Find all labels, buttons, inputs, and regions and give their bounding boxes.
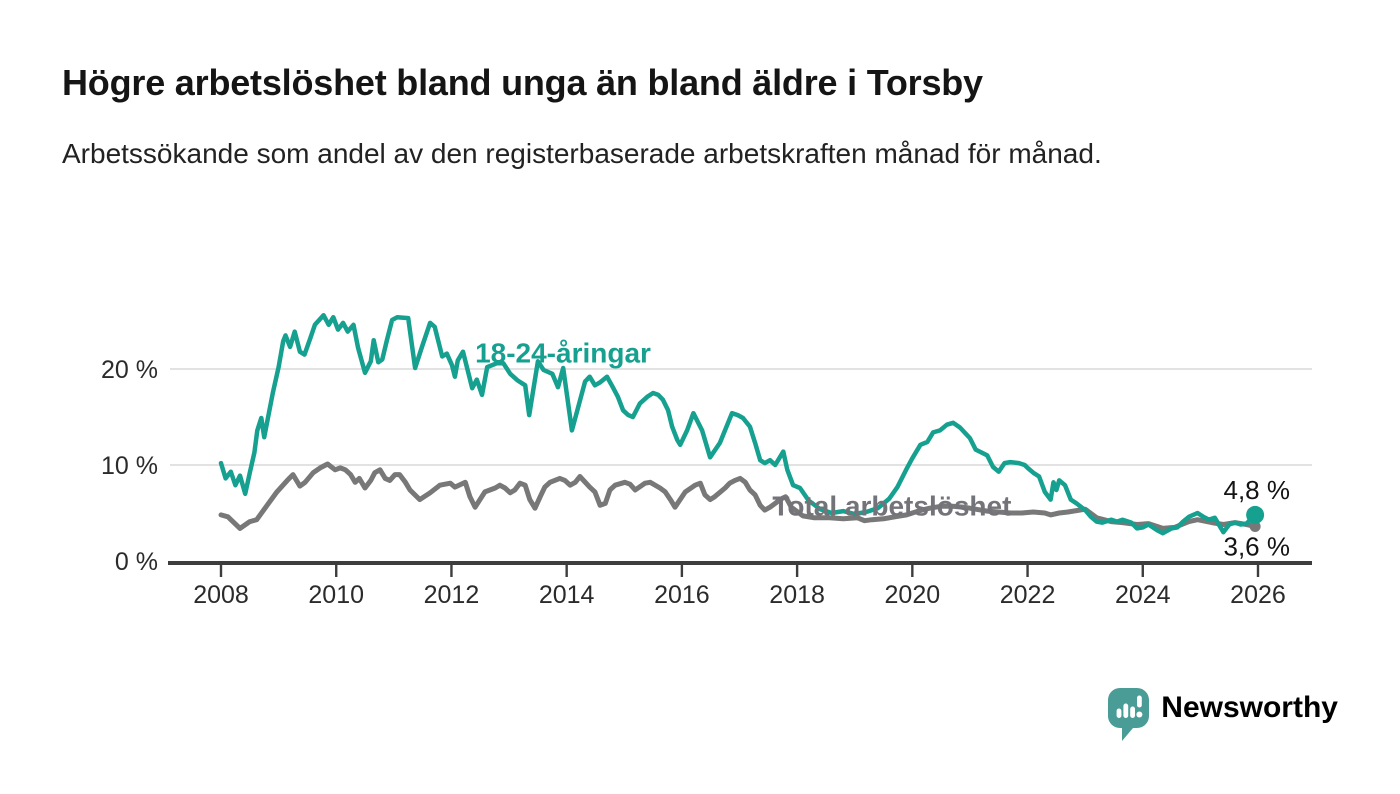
chart-header: Högre arbetslöshet bland unga än bland ä… — [62, 60, 1352, 173]
end-value-label: 4,8 % — [1224, 475, 1291, 505]
series-line — [218, 312, 1258, 536]
y-tick-label: 0 % — [115, 548, 158, 576]
y-tick-label: 20 % — [101, 356, 158, 384]
series-label: Total arbetslöshet — [772, 490, 1011, 521]
x-tick-label: 2020 — [885, 581, 941, 609]
page-subtitle: Arbetssökande som andel av den registerb… — [62, 138, 1102, 169]
x-tick-label: 2010 — [308, 581, 364, 609]
end-value-label: 3,6 % — [1224, 531, 1291, 561]
x-tick-label: 2024 — [1115, 581, 1171, 609]
newsworthy-logo: Newsworthy — [1108, 688, 1338, 741]
x-tick-label: 2026 — [1230, 581, 1286, 609]
x-tick-label: 2022 — [1000, 581, 1056, 609]
series-line — [218, 461, 1258, 531]
series-end-dot — [1249, 520, 1261, 532]
newsworthy-bubble-chart-icon — [1108, 688, 1150, 741]
x-tick-label: 2012 — [424, 581, 480, 609]
y-tick-label: 10 % — [101, 452, 158, 480]
x-tick-label: 2014 — [539, 581, 595, 609]
page-title: Högre arbetslöshet bland unga än bland ä… — [62, 62, 983, 103]
newsworthy-logo-text: Newsworthy — [1161, 691, 1338, 724]
series-label: 18-24-åringar — [475, 338, 651, 369]
x-tick-label: 2018 — [769, 581, 825, 609]
x-tick-label: 2016 — [654, 581, 710, 609]
x-tick-label: 2008 — [193, 581, 249, 609]
series-end-dot — [1246, 505, 1265, 524]
